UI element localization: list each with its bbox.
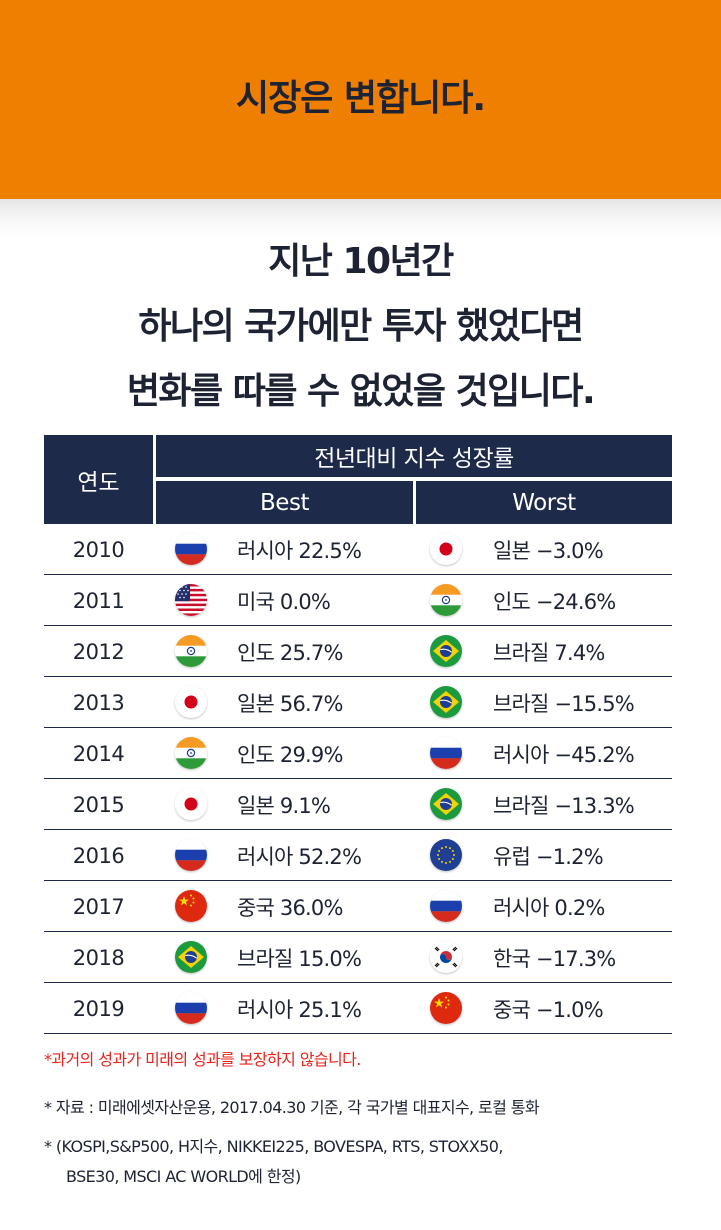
korea-flag-icon [430, 941, 462, 973]
brazil-flag-icon [175, 941, 207, 973]
best-cell: 러시아 22.5% [237, 538, 362, 563]
worst-cell: 일본 −3.0% [493, 538, 604, 563]
worst-cell: 유럽 −1.2% [493, 844, 604, 869]
india-flag-icon [175, 737, 207, 769]
best-cell: 일본 56.7% [237, 691, 343, 716]
worst-cell: 브라질 7.4% [493, 640, 605, 665]
best-cell: 인도 29.9% [237, 742, 343, 767]
table-row: 2012 인도 25.7% 브라질 7.4% [44, 626, 672, 677]
headline-line-1: 지난 10년간 [268, 241, 454, 282]
year-cell: 2016 [72, 843, 125, 868]
russia-flag-icon [430, 890, 462, 922]
brazil-flag-icon [430, 686, 462, 718]
indices-note-line-1: * (KOSPI,S&P500, H지수, NIKKEI225, BOVESPA… [44, 1137, 503, 1156]
worst-cell: 브라질 −13.3% [493, 793, 635, 818]
table-row: 2017 중국 36.0% 러시아 0.2% [44, 881, 672, 932]
india-flag-icon [430, 584, 462, 616]
best-cell: 브라질 15.0% [237, 946, 362, 971]
year-cell: 2019 [72, 996, 125, 1021]
worst-cell: 브라질 −15.5% [493, 691, 635, 716]
table-row: 2018 브라질 15.0% 한국 −17.3% [44, 932, 672, 983]
header-worst: Worst [416, 481, 672, 524]
year-cell: 2010 [72, 537, 125, 562]
year-cell: 2012 [72, 639, 125, 664]
russia-flag-icon [430, 737, 462, 769]
year-cell: 2013 [72, 690, 125, 715]
best-cell: 러시아 25.1% [237, 997, 362, 1022]
banner-title: 시장은 변합니다. [235, 77, 486, 119]
brazil-flag-icon [430, 635, 462, 667]
table-row: 2010 러시아 22.5% 일본 −3.0% [44, 524, 672, 575]
table-row: 2015 일본 9.1% 브라질 −13.3% [44, 779, 672, 830]
year-cell: 2017 [72, 894, 125, 919]
table-row: 2014 인도 29.9% 러시아 −45.2% [44, 728, 672, 779]
russia-flag-icon [175, 533, 207, 565]
year-cell: 2015 [72, 792, 125, 817]
brazil-flag-icon [430, 788, 462, 820]
usa-flag-icon [175, 584, 207, 616]
japan-flag-icon [175, 788, 207, 820]
eu-flag-icon [430, 839, 462, 871]
china-flag-icon [430, 992, 462, 1024]
headline-area [0, 199, 721, 435]
indices-note-line-2: BSE30, MSCI AC WORLD에 한정) [66, 1167, 301, 1186]
year-cell: 2014 [72, 741, 125, 766]
header-best: Best [156, 481, 413, 524]
japan-flag-icon [175, 686, 207, 718]
worst-cell: 인도 −24.6% [493, 589, 616, 614]
growth-table-body: 2010 러시아 22.5% 일본 −3.0% 2011 미국 0.0% 인도 −24.6… [44, 524, 672, 1034]
best-cell: 일본 9.1% [237, 793, 331, 818]
china-flag-icon [175, 890, 207, 922]
worst-cell: 한국 −17.3% [493, 946, 616, 971]
table-row: 2016 러시아 52.2% 유럽 −1.2% [44, 830, 672, 881]
best-cell: 중국 36.0% [237, 895, 343, 920]
best-cell: 러시아 52.2% [237, 844, 362, 869]
headline-line-2: 하나의 국가에만 투자 했었다면 [138, 306, 584, 347]
header-year: 연도 [44, 435, 153, 524]
table-row: 2013 일본 56.7% 브라질 −15.5% [44, 677, 672, 728]
russia-flag-icon [175, 839, 207, 871]
table-row: 2011 미국 0.0% 인도 −24.6% [44, 575, 672, 626]
worst-cell: 러시아 −45.2% [493, 742, 635, 767]
header-growth-rate: 전년대비 지수 성장률 [156, 435, 672, 477]
top-banner: 시장은 변합니다. [0, 0, 721, 199]
best-cell: 인도 25.7% [237, 640, 343, 665]
headline-line-3: 변화를 따를 수 없었을 것입니다. [126, 371, 596, 412]
year-cell: 2018 [72, 945, 125, 970]
worst-cell: 중국 −1.0% [493, 997, 604, 1022]
worst-cell: 러시아 0.2% [493, 895, 605, 920]
disclaimer-note: *과거의 성과가 미래의 성과를 보장하지 않습니다. [44, 1050, 361, 1069]
table-row: 2019 러시아 25.1% 중국 −1.0% [44, 983, 672, 1034]
russia-flag-icon [175, 992, 207, 1024]
india-flag-icon [175, 635, 207, 667]
japan-flag-icon [430, 533, 462, 565]
best-cell: 미국 0.0% [237, 589, 331, 614]
source-note: * 자료 : 미래에셋자산운용, 2017.04.30 기준, 각 국가별 대표… [44, 1098, 540, 1117]
year-cell: 2011 [72, 588, 125, 613]
